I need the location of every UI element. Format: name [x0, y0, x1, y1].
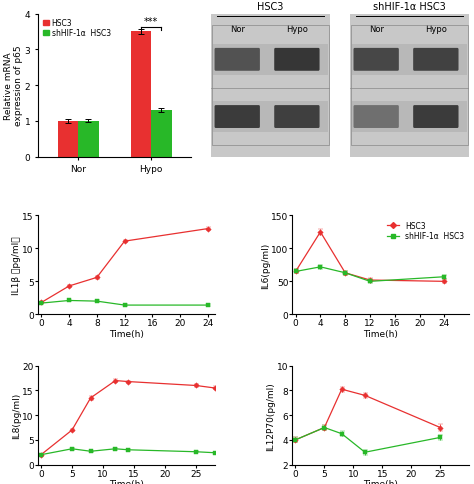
- Y-axis label: IL8(pg/ml): IL8(pg/ml): [12, 392, 21, 439]
- Text: ***: ***: [144, 17, 158, 27]
- X-axis label: Time(h): Time(h): [364, 479, 398, 484]
- X-axis label: Time(h): Time(h): [109, 329, 144, 338]
- FancyBboxPatch shape: [354, 49, 399, 72]
- FancyBboxPatch shape: [274, 106, 319, 129]
- Y-axis label: IL1β （pg/ml）: IL1β （pg/ml）: [12, 236, 21, 295]
- Y-axis label: Relative mRNA
expression of p65: Relative mRNA expression of p65: [4, 45, 23, 126]
- Bar: [58, 121, 78, 157]
- FancyBboxPatch shape: [215, 106, 260, 129]
- Bar: [78, 121, 99, 157]
- Y-axis label: IL12P70(pg/ml): IL12P70(pg/ml): [266, 381, 275, 450]
- Text: Hypo: Hypo: [286, 25, 308, 33]
- FancyBboxPatch shape: [274, 49, 319, 72]
- FancyBboxPatch shape: [213, 45, 328, 76]
- Y-axis label: IL6(pg/ml): IL6(pg/ml): [261, 242, 270, 288]
- Title: HSC3: HSC3: [257, 2, 284, 13]
- FancyBboxPatch shape: [413, 49, 458, 72]
- X-axis label: Time(h): Time(h): [364, 329, 398, 338]
- Legend: HSC3, shHIF-1α  HSC3: HSC3, shHIF-1α HSC3: [386, 220, 465, 242]
- Text: Nor: Nor: [369, 25, 383, 33]
- Text: Hypo: Hypo: [425, 25, 447, 33]
- FancyBboxPatch shape: [215, 49, 260, 72]
- Title: shHIF-1α HSC3: shHIF-1α HSC3: [373, 2, 446, 13]
- Text: Nor: Nor: [230, 25, 245, 33]
- FancyBboxPatch shape: [352, 45, 467, 76]
- Legend: HSC3, shHIF-1α  HSC3: HSC3, shHIF-1α HSC3: [42, 18, 111, 39]
- FancyBboxPatch shape: [352, 102, 467, 133]
- FancyBboxPatch shape: [413, 106, 458, 129]
- FancyBboxPatch shape: [354, 106, 399, 129]
- X-axis label: Time(h): Time(h): [109, 479, 144, 484]
- Bar: [131, 32, 151, 157]
- FancyBboxPatch shape: [213, 102, 328, 133]
- Bar: [151, 111, 172, 157]
